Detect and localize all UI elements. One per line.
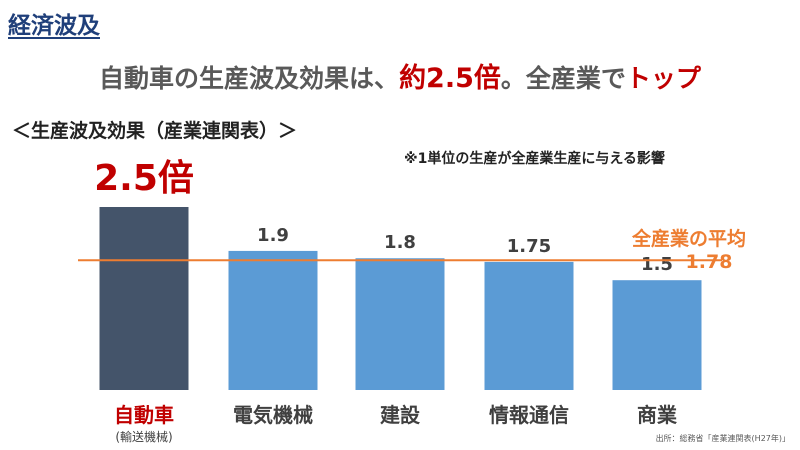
category-label-1: 電気機械 — [233, 403, 313, 427]
headline-mid: 。全産業で — [500, 64, 626, 93]
category-subtitle-0: (輸送機械) — [115, 429, 172, 444]
bar-4 — [612, 280, 702, 390]
chart-title: ＜生産波及効果（産業連関表）＞ — [12, 120, 298, 142]
average-label-text: 全産業の平均 — [631, 228, 746, 250]
average-label-value: 1.78 — [685, 250, 733, 273]
data-label-0: 2.5倍 — [94, 158, 194, 199]
bar-2 — [355, 258, 445, 390]
source-note: 出所：総務省「産業連関表(H27年)」 — [655, 434, 790, 443]
bar-3 — [484, 261, 574, 390]
data-label-2: 1.8 — [384, 232, 416, 253]
data-label-1: 1.9 — [257, 225, 289, 246]
data-label-3: 1.75 — [507, 236, 551, 257]
headline-value: 約2.5倍 — [399, 63, 501, 94]
category-label-4: 商業 — [637, 403, 678, 427]
section-title: 経済波及 — [8, 13, 100, 39]
average-label: 全産業の平均 1.78 — [604, 228, 774, 274]
category-label-0: 自動車 — [114, 403, 174, 427]
bar-1 — [228, 250, 318, 390]
bar-0 — [99, 207, 189, 390]
headline: 自動車の生産波及効果は、約2.5倍。全産業でトップ — [0, 56, 800, 95]
category-label-3: 情報通信 — [489, 403, 569, 427]
headline-pre: 自動車の生産波及効果は、 — [99, 64, 400, 93]
chart-note: ※1単位の生産が全産業生産に与える影響 — [404, 151, 665, 167]
category-label-2: 建設 — [380, 403, 421, 427]
headline-top: トップ — [625, 64, 701, 93]
